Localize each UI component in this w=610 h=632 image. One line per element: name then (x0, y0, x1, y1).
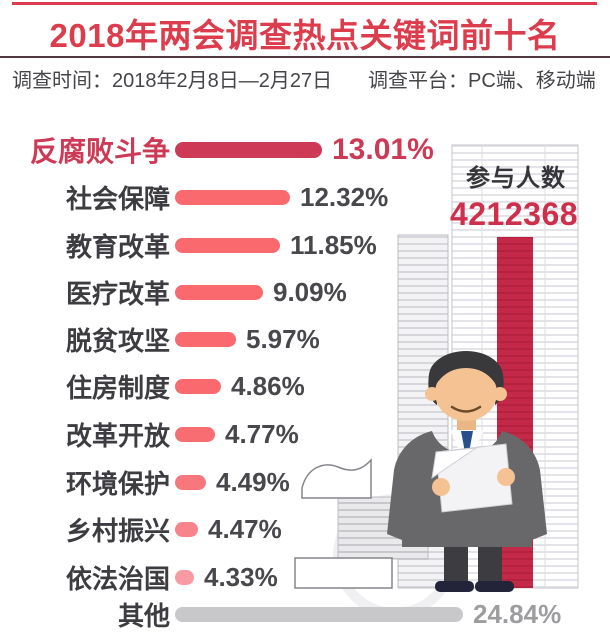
value-label: 4.33% (204, 561, 278, 592)
bar (175, 189, 290, 205)
bar (175, 569, 194, 585)
value-label: 24.84% (473, 598, 562, 629)
chart-row: 乡村振兴 4.47% (0, 505, 282, 553)
value-label: 9.09% (273, 276, 347, 307)
chart-row: 环境保护 4.49% (0, 458, 290, 506)
category-label: 依法治国 (65, 563, 170, 594)
survey-time-text: 调查时间：2018年2月8日—2月27日 (12, 70, 333, 92)
value-label: 13.01% (332, 133, 434, 166)
bar (175, 426, 215, 442)
chart-row: 住房制度 4.86% (0, 362, 305, 410)
category-label: 其他 (117, 600, 170, 631)
chart-row: 反腐败斗争 13.01% (0, 126, 434, 174)
chart-row: 医疗改革 9.09% (0, 268, 347, 316)
value-label: 4.49% (216, 466, 290, 497)
value-label: 5.97% (246, 323, 320, 354)
chart-row: 依法治国 4.33% (0, 553, 278, 601)
bar (175, 237, 280, 253)
value-label: 4.47% (208, 513, 282, 544)
category-label: 环境保护 (65, 468, 170, 499)
page-title: 2018年两会调查热点关键词前十名 (49, 17, 561, 54)
category-label: 社会保障 (65, 183, 170, 214)
value-label: 11.85% (290, 229, 377, 260)
bar (175, 521, 198, 537)
bar (175, 284, 263, 300)
bar (175, 474, 206, 490)
bar (175, 142, 322, 158)
chart-row: 社会保障 12.32% (0, 173, 388, 221)
chart-row: 教育改革 11.85% (0, 221, 377, 269)
bar (175, 331, 236, 347)
top-accent-line (12, 2, 597, 5)
value-label: 12.32% (300, 181, 389, 212)
chart-row: 改革开放 4.77% (0, 410, 299, 458)
value-label: 4.86% (231, 370, 305, 401)
category-label: 反腐败斗争 (29, 136, 170, 167)
title-divider (0, 56, 610, 58)
value-label: 4.77% (225, 418, 299, 449)
category-label: 教育改革 (65, 231, 170, 262)
category-label: 住房制度 (65, 372, 170, 403)
survey-platform-text: 调查平台：PC端、移动端 (368, 70, 596, 92)
chart-row: 脱贫攻坚 5.97% (0, 315, 320, 363)
category-label: 改革开放 (65, 420, 170, 451)
chart-row: 其他 24.84% (0, 590, 561, 632)
category-label: 脱贫攻坚 (65, 325, 170, 356)
category-label: 医疗改革 (65, 278, 170, 309)
category-label: 乡村振兴 (65, 515, 170, 546)
bar (175, 378, 221, 394)
bar (175, 606, 463, 622)
